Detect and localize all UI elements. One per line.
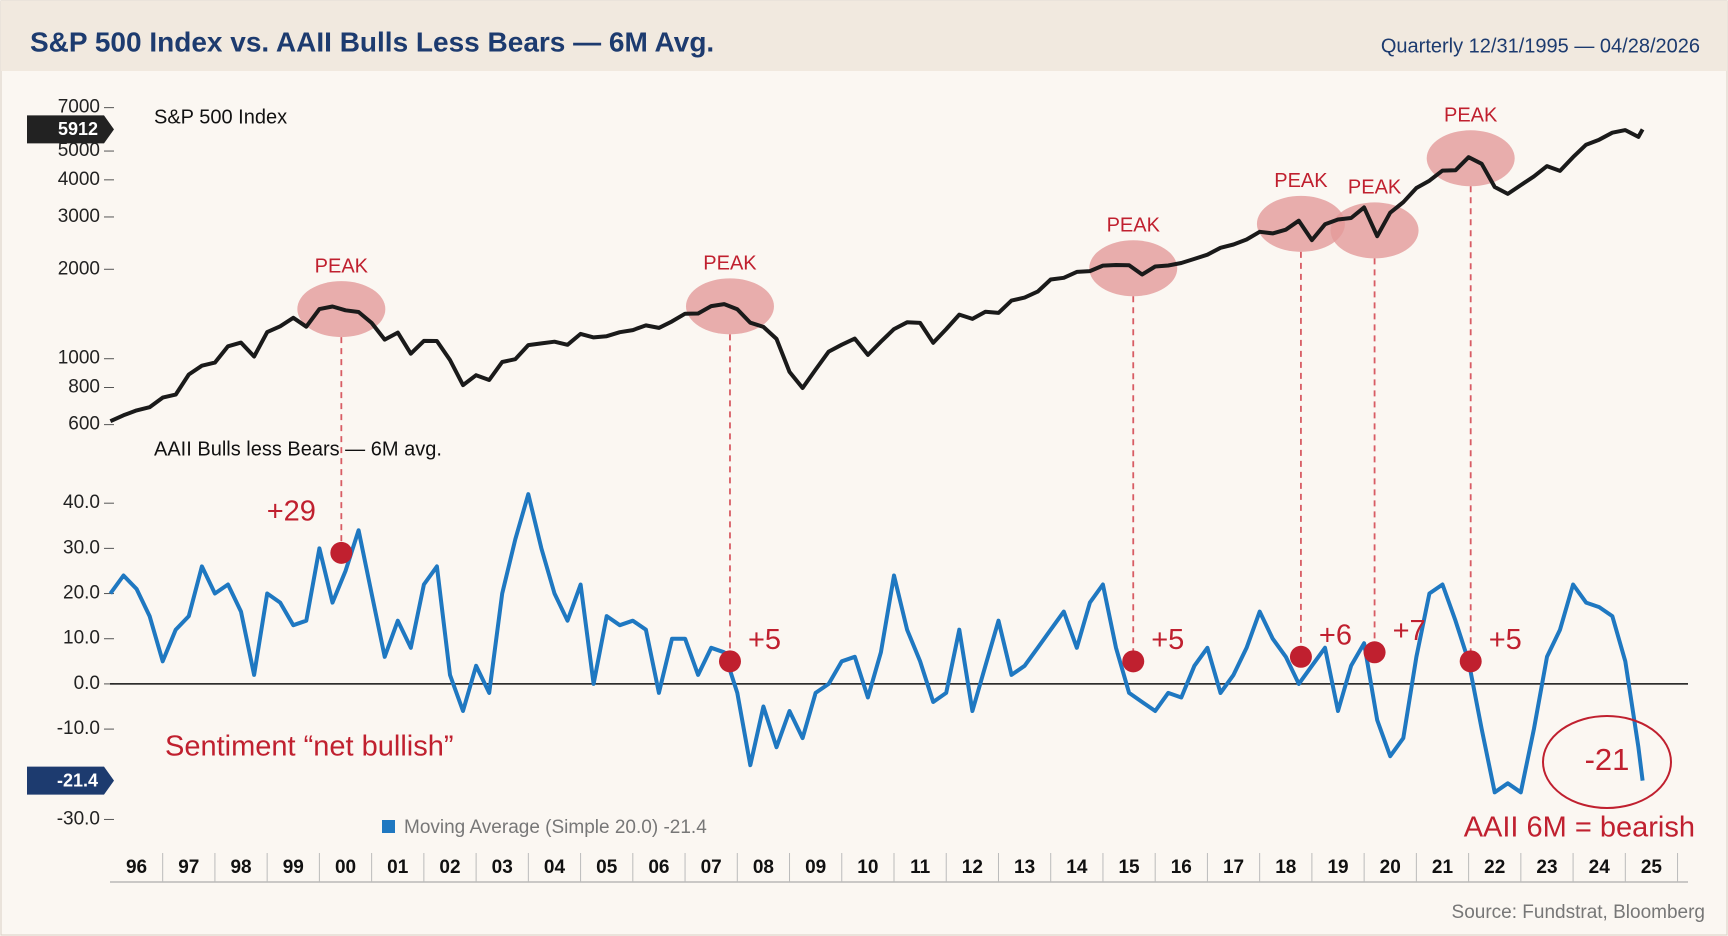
- marker-label: +6: [1319, 619, 1352, 651]
- x-tick-label: 01: [387, 857, 409, 878]
- marker-label: +5: [1489, 624, 1522, 656]
- last-value-box: [27, 115, 114, 144]
- annotation: -21: [1585, 742, 1630, 777]
- x-tick-label: 12: [962, 857, 983, 878]
- x-tick-label: 99: [283, 857, 304, 878]
- y-tick-label: 3000: [58, 206, 100, 227]
- y-tick-label: 30.0: [63, 537, 100, 558]
- subtitle: Quarterly 12/31/1995 — 04/28/2026: [1381, 35, 1700, 57]
- data-line: [108, 492, 1645, 795]
- x-tick-label: 05: [596, 857, 618, 878]
- last-value-box: [27, 766, 114, 795]
- peak-label: PEAK: [315, 255, 369, 277]
- x-tick-label: 22: [1484, 857, 1505, 878]
- x-tick-label: 09: [805, 857, 826, 878]
- x-tick-label: 21: [1432, 857, 1454, 878]
- peak-label: PEAK: [1107, 215, 1161, 237]
- x-tick-label: 14: [1066, 857, 1088, 878]
- x-tick-label: 20: [1380, 857, 1401, 878]
- x-tick-label: 24: [1589, 857, 1611, 878]
- header-band: [1, 1, 1727, 71]
- y-tick-label: 20.0: [63, 583, 100, 604]
- x-tick-label: 10: [857, 857, 878, 878]
- x-tick-label: 98: [230, 857, 251, 878]
- x-tick-label: 19: [1327, 857, 1348, 878]
- y-tick-label: 2000: [58, 258, 100, 279]
- x-tick-label: 15: [1118, 857, 1140, 878]
- peak-label: PEAK: [1274, 170, 1328, 192]
- data-line: [109, 128, 1645, 424]
- x-tick-label: 25: [1641, 857, 1663, 878]
- marker-label: +7: [1393, 615, 1426, 647]
- last-value-label: 5912: [58, 119, 98, 139]
- x-tick-label: 18: [1275, 857, 1296, 878]
- marker-dot: [1122, 650, 1145, 673]
- panel-title: AAII Bulls less Bears — 6M avg.: [154, 438, 442, 460]
- panel-title: S&P 500 Index: [154, 106, 287, 128]
- y-tick-label: 4000: [58, 169, 100, 190]
- x-tick-label: 23: [1536, 857, 1557, 878]
- x-tick-label: 11: [910, 857, 931, 878]
- x-tick-label: 08: [753, 857, 774, 878]
- annotation-circle: [1542, 715, 1672, 809]
- marker-dot: [718, 650, 741, 673]
- x-tick-label: 03: [492, 857, 513, 878]
- source: Source: Fundstrat, Bloomberg: [1452, 902, 1705, 923]
- x-tick-label: 13: [1014, 857, 1035, 878]
- marker-dot: [330, 541, 353, 564]
- legend-swatch: [382, 820, 395, 833]
- y-tick-label: -10.0: [57, 718, 100, 739]
- peak-label: PEAK: [1444, 105, 1498, 127]
- x-tick-label: 96: [126, 857, 147, 878]
- annotation: Sentiment “net bullish”: [165, 731, 454, 763]
- peak-label: PEAK: [703, 253, 757, 275]
- marker-label: +5: [748, 624, 781, 656]
- y-tick-label: 40.0: [63, 492, 100, 513]
- y-tick-label: 10.0: [63, 628, 100, 649]
- legend-label: Moving Average (Simple 20.0) -21.4: [404, 817, 707, 838]
- x-tick-label: 07: [701, 857, 722, 878]
- x-tick-label: 04: [544, 857, 566, 878]
- x-tick-label: 97: [178, 857, 199, 878]
- y-tick-label: 7000: [58, 97, 100, 118]
- chart-title: S&P 500 Index vs. AAII Bulls Less Bears …: [30, 26, 714, 57]
- y-tick-label: -30.0: [57, 808, 100, 829]
- marker-dot: [1363, 641, 1386, 664]
- last-value-label: -21.4: [57, 770, 98, 790]
- marker-label: +29: [267, 496, 316, 528]
- y-tick-label: 0.0: [74, 673, 100, 694]
- marker-dot: [1289, 645, 1312, 668]
- x-tick-label: 16: [1171, 857, 1192, 878]
- peak-label: PEAK: [1348, 177, 1402, 199]
- marker-label: +5: [1151, 624, 1184, 656]
- annotation: AAII 6M = bearish: [1464, 812, 1695, 844]
- x-tick-label: 17: [1223, 857, 1244, 878]
- y-tick-label: 600: [68, 414, 100, 435]
- x-tick-label: 06: [648, 857, 669, 878]
- marker-dot: [1459, 650, 1482, 673]
- x-tick-label: 00: [335, 857, 356, 878]
- y-tick-label: 1000: [58, 348, 100, 369]
- x-tick-label: 02: [439, 857, 460, 878]
- y-tick-label: 800: [68, 377, 100, 398]
- y-tick-label: 5000: [58, 140, 100, 161]
